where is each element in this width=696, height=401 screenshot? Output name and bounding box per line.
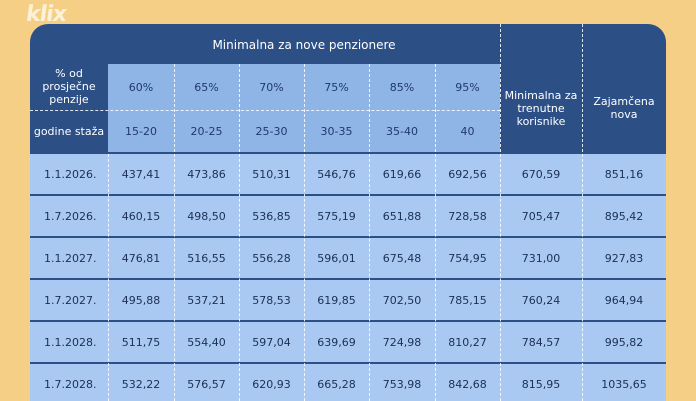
table-cell: 596,01 [317,251,356,265]
table-cell: 597,04 [252,335,291,349]
percent-header-cell: 85% [389,80,415,94]
percent-label: % od prosječne penzije [42,66,96,106]
table-cell: 536,85 [252,209,291,223]
table-cell: 498,50 [187,209,226,223]
table-cell: 1035,65 [601,377,647,391]
table-cell: 619,66 [382,167,422,181]
row-date: 1.1.2028. [44,335,97,349]
column-divider [108,154,109,401]
table-cell: 760,24 [521,293,561,307]
table-cell: 578,53 [252,293,291,307]
percent-header-cell: 65% [194,80,219,94]
table-cell: 964,94 [604,293,644,307]
table-cell: 753,98 [382,377,422,391]
table-row [30,364,666,401]
table-cell: 473,86 [187,167,226,181]
table-row [30,196,666,236]
years-header-cell: 30-35 [320,124,353,138]
row-date: 1.7.2027. [44,293,97,307]
table-cell: 620,93 [252,377,291,391]
years-label: godine staža [33,124,105,138]
table-row [30,154,666,194]
table-cell: 675,48 [382,251,422,265]
column-divider [500,154,501,401]
current-users-header: Minimalna za trenutne korisnike [504,88,578,128]
table-cell: 665,28 [317,377,356,391]
percent-header-cell: 60% [128,80,154,94]
table-cell: 815,95 [521,377,561,391]
header-divider [369,64,370,152]
table-row [30,322,666,362]
table-cell: 516,55 [187,251,226,265]
percent-header-cell: 75% [324,80,349,94]
table-cell: 895,42 [604,209,644,223]
percent-header-cell: 95% [455,80,480,94]
header-divider [174,64,175,152]
table-cell: 728,58 [448,209,487,223]
table-cell: 554,40 [187,335,226,349]
row-date: 1.1.2026. [44,167,97,181]
table-cell: 619,85 [317,293,356,307]
table-row [30,238,666,278]
table-cell: 705,47 [521,209,561,223]
column-divider [435,154,436,401]
column-divider [369,154,370,401]
table-cell: 639,69 [317,335,356,349]
row-date: 1.1.2027. [44,251,97,265]
table-cell: 692,56 [448,167,487,181]
years-header-cell: 40 [460,124,475,138]
table-cell: 702,50 [382,293,422,307]
table-cell: 575,19 [317,209,356,223]
table-cell: 495,88 [121,293,161,307]
table-cell: 851,16 [604,167,644,181]
years-header-cell: 25-30 [255,124,288,138]
pension-table: Minimalna za nove penzionere % od prosje… [30,24,666,401]
column-divider [582,154,583,401]
table-cell: 670,59 [521,167,561,181]
table-cell: 927,83 [604,251,644,265]
header-divider [435,64,436,152]
column-divider [304,154,305,401]
header-divider [239,64,240,152]
table-cell: 784,57 [521,335,561,349]
table-cell: 460,15 [121,209,161,223]
header-divider [582,24,583,152]
table-cell: 754,95 [448,251,487,265]
percent-header-cell: 70% [259,80,284,94]
years-header-cell: 20-25 [190,124,223,138]
table-cell: 437,41 [121,167,161,181]
column-divider [239,154,240,401]
table-cell: 576,57 [187,377,226,391]
table-cell: 724,98 [382,335,422,349]
guaranteed-header: Zajamčena nova [593,95,655,121]
table-cell: 476,81 [121,251,161,265]
column-divider [174,154,175,401]
table-cell: 510,31 [252,167,291,181]
table-cell: 511,75 [121,335,161,349]
header-divider [30,110,500,111]
table-row [30,280,666,320]
table-cell: 532,22 [121,377,161,391]
header-divider [500,24,501,152]
group-title: Minimalna za nove penzionere [212,37,396,52]
table-cell: 546,76 [317,167,356,181]
header-divider [304,64,305,152]
table-cell: 651,88 [382,209,422,223]
table-cell: 842,68 [448,377,487,391]
table-cell: 785,15 [448,293,487,307]
table-cell: 731,00 [521,251,561,265]
table-cell: 537,21 [187,293,226,307]
table-cell: 995,82 [604,335,644,349]
years-header-cell: 15-20 [125,124,157,138]
years-header-cell: 35-40 [386,124,418,138]
table-cell: 810,27 [448,335,487,349]
row-date: 1.7.2028. [44,377,97,391]
row-date: 1.7.2026. [44,209,97,223]
table-cell: 556,28 [252,251,291,265]
